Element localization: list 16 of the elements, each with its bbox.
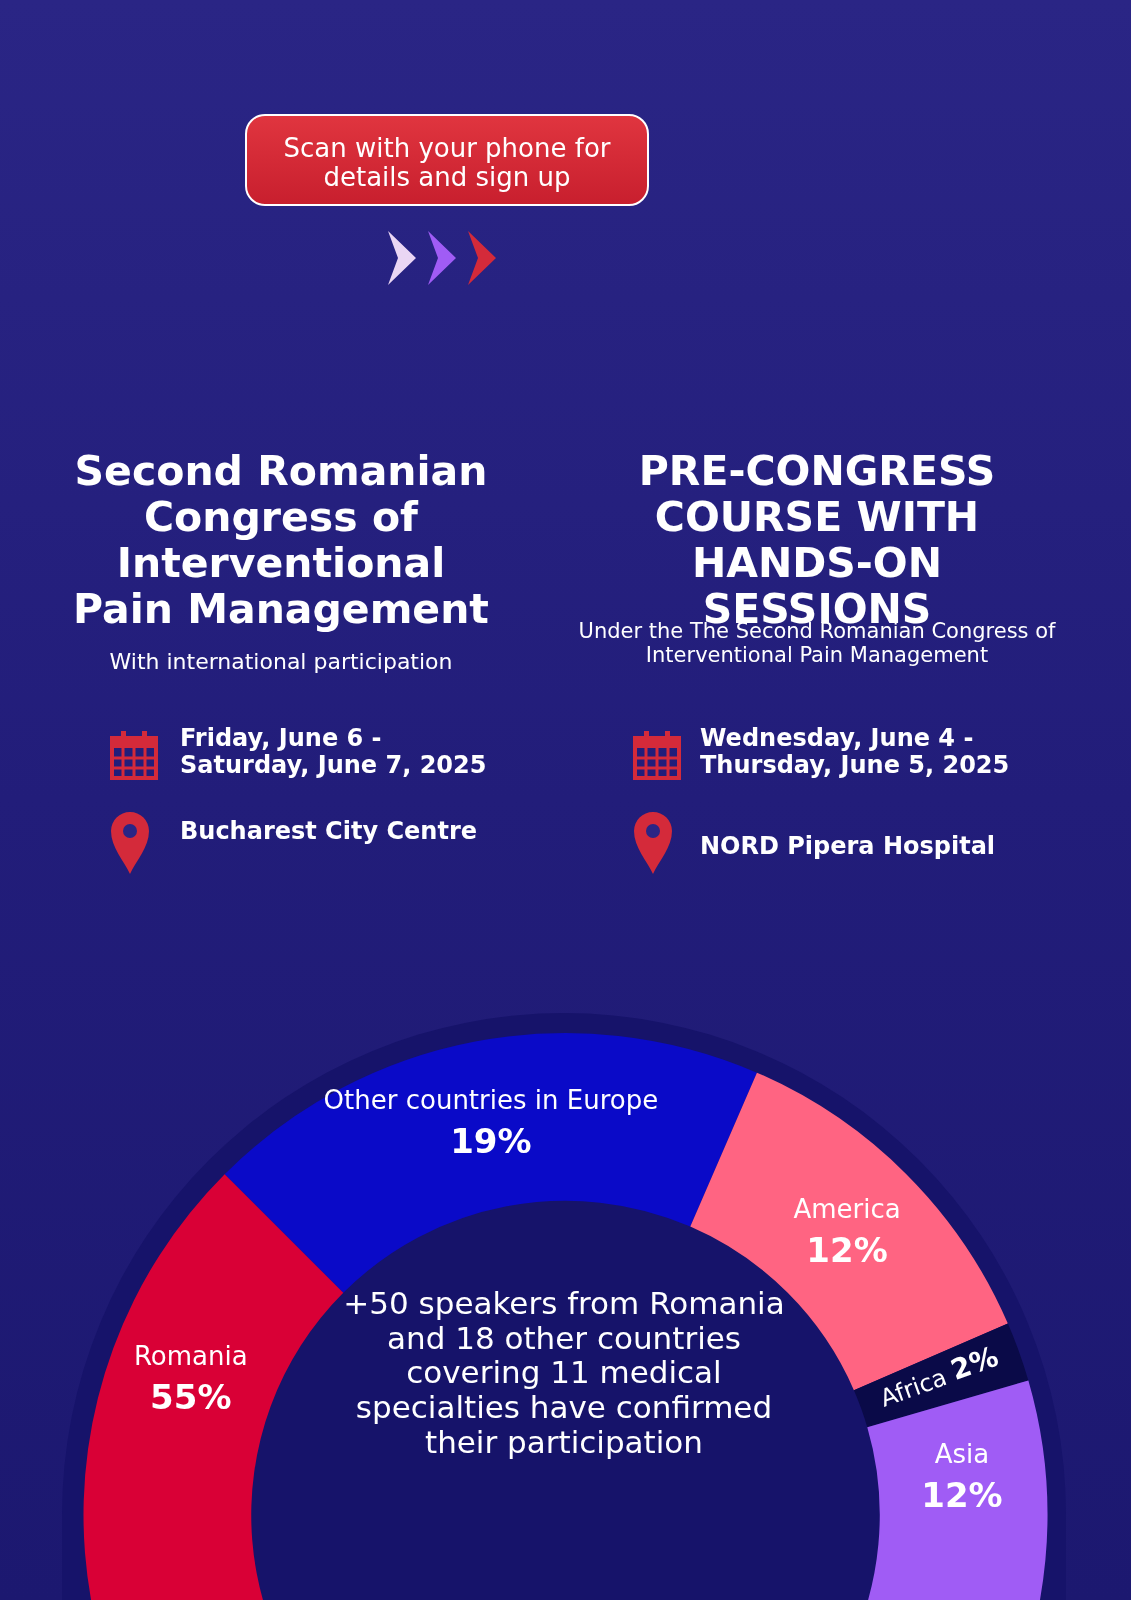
data-label: 12%	[921, 1475, 1003, 1516]
text: Bucharest City Centre	[180, 817, 478, 845]
text: +50 speakers from Romania and 18 other countries covering 11 medical specialties have confirmed their participation	[342, 1285, 786, 1460]
slice-label: Romania	[133, 1341, 248, 1372]
text: NORD Pipera Hospital	[700, 832, 997, 860]
text: With international participation	[108, 649, 454, 675]
slice-label: Other countries in Europe	[323, 1084, 659, 1115]
slice-label: Asia	[934, 1439, 990, 1470]
data-label: 19%	[450, 1120, 532, 1161]
slice-label: America	[793, 1194, 901, 1225]
text: Second Romanian Congress of Interventional Pain Management	[72, 447, 490, 633]
text: Friday, June 6 - Saturday, June 7, 2025	[180, 724, 488, 779]
data-label: 12%	[806, 1230, 888, 1271]
data-label: 55%	[150, 1377, 232, 1418]
text: Scan with your phone for details and sign up	[245, 114, 649, 206]
text: Wednesday, June 4 - Thursday, June 5, 2025	[700, 724, 1011, 779]
